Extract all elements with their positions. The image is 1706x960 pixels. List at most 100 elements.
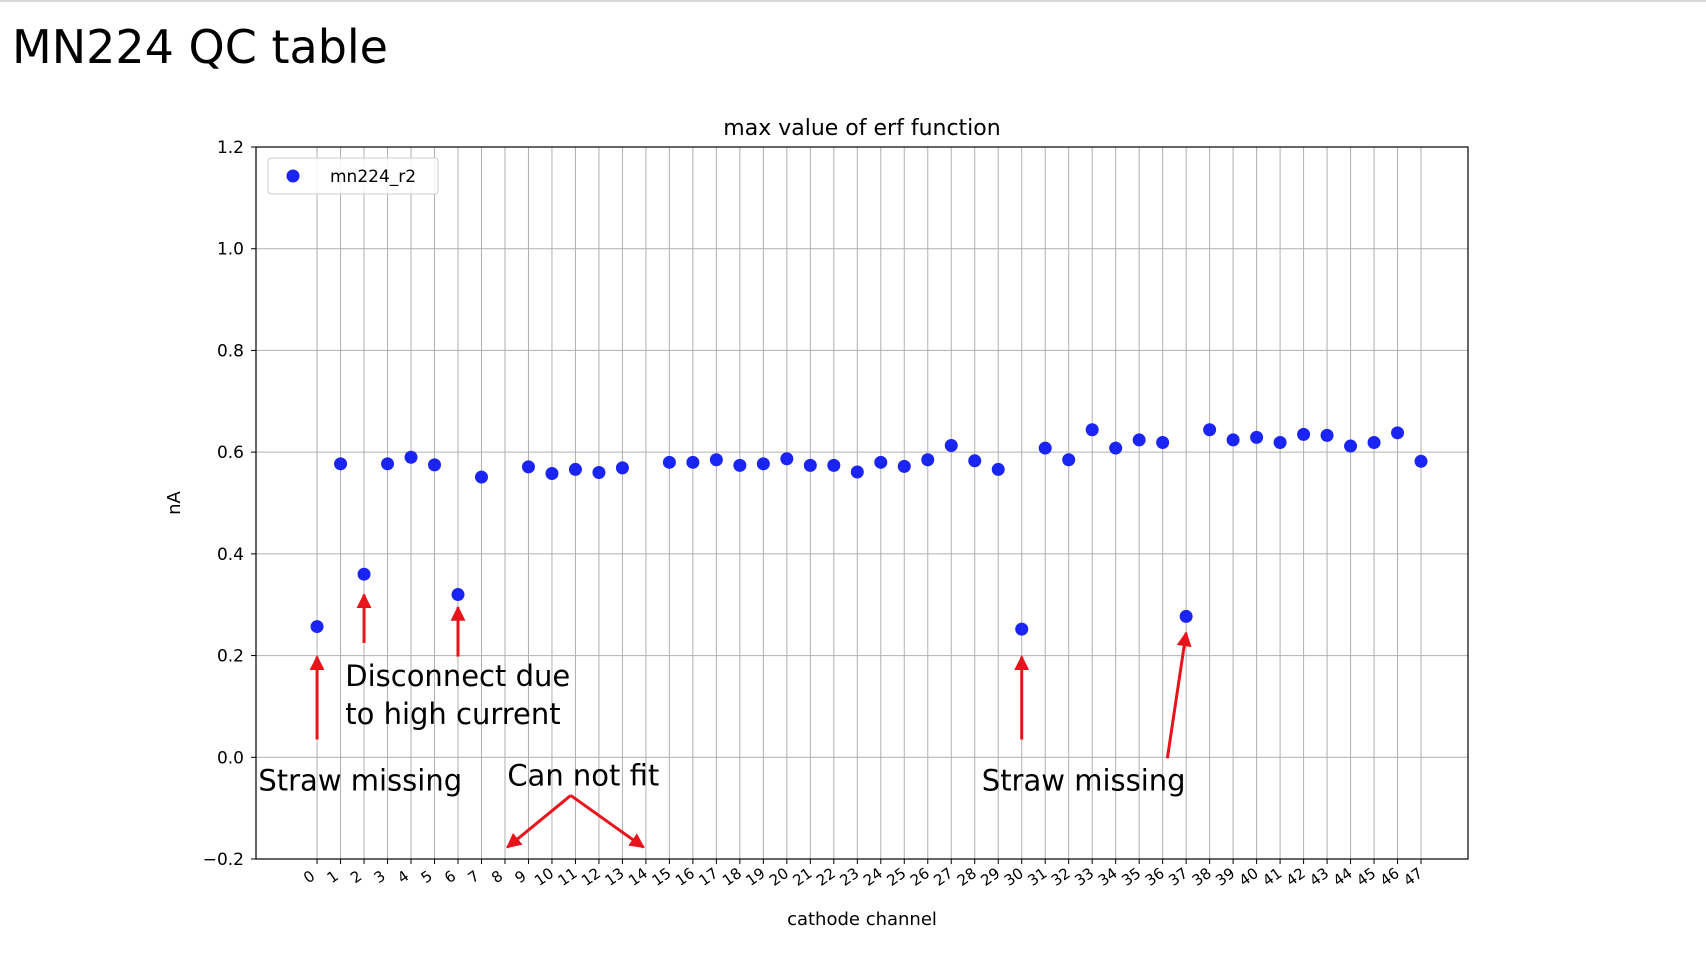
- top-divider: [0, 0, 1706, 2]
- legend: mn224_r2: [267, 157, 439, 195]
- annotation-text: Straw missing: [258, 763, 462, 797]
- x-tick-label: 14: [625, 864, 651, 890]
- data-point: [756, 457, 770, 471]
- x-tick-label: 35: [1118, 864, 1144, 890]
- x-tick-label: 30: [1001, 864, 1027, 890]
- data-point: [1297, 427, 1311, 441]
- x-tick-label: 46: [1377, 864, 1403, 890]
- data-point: [1414, 454, 1428, 468]
- data-point: [521, 460, 535, 474]
- data-point: [474, 470, 488, 484]
- marks-layer: [310, 423, 1428, 636]
- legend-box: [267, 157, 439, 195]
- x-tick-label: 45: [1353, 864, 1379, 890]
- data-point: [1109, 441, 1123, 455]
- axes-layer: [251, 146, 1469, 864]
- x-tick-label: 6: [441, 867, 459, 887]
- x-tick-label: 9: [512, 867, 530, 887]
- x-tick-label: 8: [488, 867, 506, 887]
- x-tick-label: 16: [672, 864, 698, 890]
- annotation-arrow: [506, 794, 572, 849]
- x-tick-label: 41: [1259, 864, 1285, 890]
- data-point: [1344, 439, 1358, 453]
- data-point: [615, 461, 629, 475]
- annotation-line: Can not fit: [507, 758, 659, 792]
- annotation-arrow: [1165, 631, 1192, 759]
- slide-title: MN224 QC table: [12, 20, 388, 74]
- data-point: [428, 458, 442, 472]
- x-tick-label: 20: [766, 864, 792, 890]
- data-point: [592, 465, 606, 479]
- x-tick-label: 33: [1071, 864, 1097, 890]
- y-tick-label: 0.6: [217, 443, 244, 463]
- x-tick-label: 4: [394, 867, 412, 887]
- x-tick-label: 1: [324, 867, 342, 887]
- data-point: [803, 458, 817, 472]
- data-point: [1179, 609, 1193, 623]
- data-point: [850, 465, 864, 479]
- x-tick-label: 7: [465, 867, 483, 887]
- x-tick-label: 11: [555, 864, 581, 890]
- annotation-line: to high current: [345, 697, 560, 731]
- x-tick-label: 5: [418, 867, 436, 887]
- x-tick-label: 39: [1212, 864, 1238, 890]
- annotation-text: Can not fit: [507, 758, 659, 792]
- x-tick-label: 22: [813, 864, 839, 890]
- labels-layer: 0 1 2 3 4 5 6 7 8 9 101112131415161718192021222324…: [164, 116, 1426, 930]
- data-point: [780, 452, 794, 466]
- x-tick-label: 44: [1330, 864, 1356, 890]
- data-point: [1367, 435, 1381, 449]
- data-point: [1038, 441, 1052, 455]
- x-tick-label: 38: [1189, 864, 1215, 890]
- y-tick-label: 0.0: [217, 748, 244, 768]
- x-tick-label: 26: [907, 864, 933, 890]
- data-point: [968, 454, 982, 468]
- x-tick-label: 42: [1283, 864, 1309, 890]
- x-tick-label: 17: [696, 864, 722, 890]
- annotation-text: Disconnect due to high current: [345, 659, 570, 731]
- data-point: [944, 439, 958, 453]
- data-point: [310, 620, 324, 634]
- chart-title: max value of erf function: [723, 116, 1000, 141]
- x-tick-label: 29: [977, 864, 1003, 890]
- x-axis-label: cathode channel: [787, 909, 937, 930]
- x-tick-label: 47: [1400, 864, 1426, 890]
- data-point: [1250, 430, 1264, 444]
- x-tick-label: 10: [531, 864, 557, 890]
- annotation-arrow: [569, 794, 645, 849]
- data-point: [451, 588, 465, 602]
- data-point: [1062, 453, 1076, 467]
- data-point: [874, 455, 888, 469]
- x-tick-label: 0: [300, 867, 318, 887]
- annotation-line: Straw missing: [982, 763, 1186, 797]
- x-tick-label: 24: [860, 864, 886, 890]
- x-tick-label: 13: [602, 864, 628, 890]
- data-point: [568, 462, 582, 476]
- x-tick-label: 19: [742, 864, 768, 890]
- x-tick-label: 31: [1024, 864, 1050, 890]
- plot-frame: [255, 146, 1469, 860]
- y-tick-label: 1.0: [217, 240, 244, 260]
- x-tick-label: 3: [371, 867, 389, 887]
- data-point: [921, 453, 935, 467]
- x-tick-label: 15: [649, 864, 675, 890]
- data-point: [404, 450, 418, 464]
- data-point: [662, 455, 676, 469]
- data-point: [1156, 435, 1170, 449]
- data-point: [381, 457, 395, 471]
- legend-marker: [286, 169, 300, 183]
- grid-layer: [256, 146, 1468, 860]
- data-point: [709, 453, 723, 467]
- x-tick-label: 28: [954, 864, 980, 890]
- data-point: [1132, 433, 1146, 447]
- data-point: [897, 459, 911, 473]
- data-point: [334, 457, 348, 471]
- data-point: [1203, 423, 1217, 437]
- data-point: [545, 467, 559, 481]
- data-point: [1015, 622, 1029, 636]
- x-tick-label: 21: [789, 864, 815, 890]
- x-tick-label: 37: [1165, 864, 1191, 890]
- y-tick-label: 0.2: [217, 647, 244, 667]
- data-point: [1320, 428, 1334, 442]
- x-tick-label: 2: [347, 867, 365, 887]
